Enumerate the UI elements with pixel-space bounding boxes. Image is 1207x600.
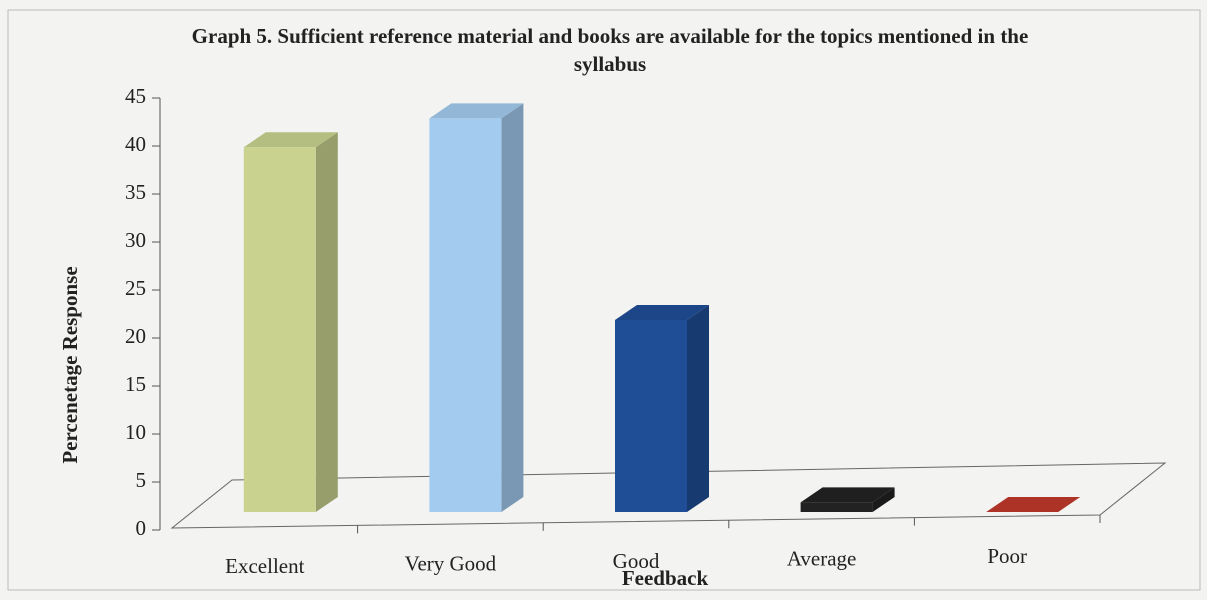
bar-top [800,487,895,503]
y-tick-label: 10 [125,420,146,444]
bar-side [872,487,895,512]
x-tick-label: Very Good [405,551,497,575]
x-tick-label: Average [787,546,857,570]
bar [615,320,687,512]
frame [7,9,1201,591]
bar [800,502,873,512]
bar-top [429,103,524,119]
bar-side [687,305,709,512]
y-tick-label: 15 [125,372,146,396]
y-axis-label: Percenetage Response [58,266,82,463]
chart-title: Graph 5. Sufficient reference material a… [191,24,1029,76]
bar [243,147,316,512]
y-tick-label: 20 [125,324,146,348]
bar [429,118,502,513]
x-axis-label: Feedback [622,566,709,590]
bar-top [615,305,709,320]
bar-side [501,103,524,513]
floor [170,462,1167,529]
y-tick-label: 0 [136,516,147,540]
bar-top [986,497,1081,512]
y-tick-label: 5 [136,468,147,492]
x-tick-label: Poor [987,544,1027,568]
y-tick-label: 40 [125,132,146,156]
bar-top [243,132,338,148]
y-tick-label: 45 [125,84,146,108]
bar-side [315,132,338,512]
y-tick-label: 25 [125,276,146,300]
y-tick-label: 30 [125,228,146,252]
y-tick-label: 35 [125,180,146,204]
x-tick-label: Excellent [225,554,304,578]
x-tick-label: Good [613,549,660,573]
